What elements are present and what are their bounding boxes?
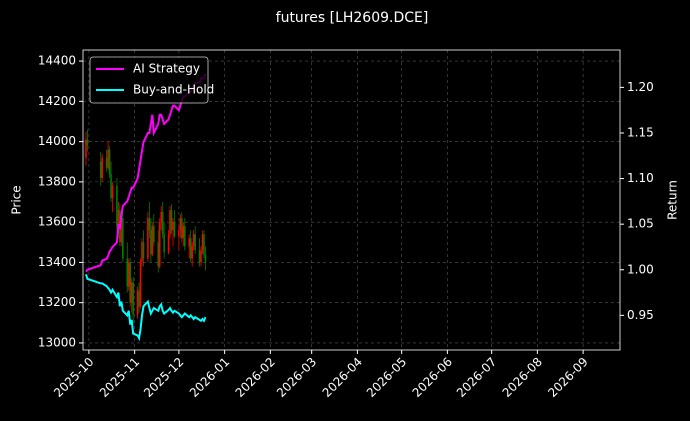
candle-body <box>132 282 134 315</box>
candle-body <box>141 242 143 263</box>
y-tick-label: 14000 <box>38 134 76 148</box>
candle-body <box>173 222 176 237</box>
candle-body <box>108 149 111 174</box>
candle-body <box>138 290 140 307</box>
candle-body <box>191 246 193 259</box>
y2-tick-label: 1.05 <box>627 217 654 231</box>
y2-tick-label: 0.95 <box>627 308 654 322</box>
y2-tick-label: 1.20 <box>627 80 654 94</box>
candle-body <box>203 234 205 255</box>
candle-body <box>105 157 108 168</box>
line-series <box>84 274 207 342</box>
candle-body <box>163 234 165 253</box>
candle-body <box>136 290 139 315</box>
y-tick-label: 14400 <box>38 54 76 68</box>
x-tick-label: 2026-03 <box>274 355 319 400</box>
chart-title: futures [LH2609.DCE] <box>276 10 429 26</box>
x-tick-label: 2025-12 <box>141 355 186 400</box>
candle-body <box>183 226 186 247</box>
candle-body <box>158 222 161 267</box>
y-tick-label: 13600 <box>38 215 76 229</box>
candle-body <box>85 139 87 158</box>
candle-body <box>204 254 207 263</box>
y-axis-label: Price <box>10 185 24 214</box>
x-tick-label: 2026-01 <box>187 355 232 400</box>
candle-body <box>172 222 174 231</box>
candle-body <box>126 258 129 287</box>
x-tick-label: 2026-04 <box>320 355 365 400</box>
x-tick-label: 2026-07 <box>454 355 499 400</box>
y-tick-label: 13200 <box>38 295 76 309</box>
candle-body <box>151 226 154 255</box>
candle-body <box>86 139 89 146</box>
y-tick-label: 13000 <box>38 335 76 349</box>
candle-body <box>150 230 152 255</box>
x-tick-label: 2025-11 <box>97 355 142 400</box>
candle-body <box>127 262 130 287</box>
candle-body <box>110 173 112 198</box>
y-tick-label: 13800 <box>38 174 76 188</box>
x-tick-label: 2026-06 <box>410 355 455 400</box>
x-tick-label: 2026-05 <box>364 355 409 400</box>
candle-body <box>129 262 132 303</box>
candle-body <box>179 218 182 231</box>
y-tick-label: 14200 <box>38 94 76 108</box>
legend-label: Buy-and-Hold <box>133 83 214 97</box>
candle-body <box>198 250 201 263</box>
candle-body <box>167 234 170 253</box>
candle-body <box>120 218 123 243</box>
y-tick-label: 13400 <box>38 255 76 269</box>
candle-body <box>116 185 118 227</box>
candle-body <box>192 234 195 247</box>
candle-body <box>99 161 102 178</box>
candle-body <box>170 210 173 231</box>
candle-body <box>148 218 151 231</box>
candle-body <box>130 282 133 303</box>
candle-body <box>182 226 185 239</box>
y2-tick-label: 1.10 <box>627 171 654 185</box>
y2-tick-label: 1.00 <box>627 262 654 276</box>
candle-body <box>139 262 142 307</box>
candle-body <box>122 218 124 259</box>
x-tick-label: 2026-08 <box>500 355 545 400</box>
candle-body <box>157 242 160 267</box>
y2-tick-label: 1.15 <box>627 125 654 139</box>
x-tick-label: 2026-09 <box>545 355 590 400</box>
candle-body <box>201 234 204 251</box>
x-tick-label: 2026-02 <box>233 355 278 400</box>
candle-body <box>161 212 164 235</box>
candle-body <box>160 212 162 223</box>
x-tick-label: 2025-10 <box>51 355 96 400</box>
candle-body <box>188 238 191 247</box>
candle-body <box>178 230 180 237</box>
candle-body <box>117 210 120 227</box>
candle-body <box>169 210 171 235</box>
y2-axis-label: Return <box>666 180 680 220</box>
candle-body <box>153 226 155 243</box>
candle-body <box>111 185 114 198</box>
candle-body <box>107 149 109 168</box>
legend-label: AI Strategy <box>133 62 200 76</box>
candle-body <box>200 250 202 263</box>
candle-body <box>147 218 149 259</box>
candle-body <box>181 218 183 239</box>
plot-frame <box>82 49 621 351</box>
candle-body <box>142 242 145 259</box>
candle-body <box>101 157 103 178</box>
candle-body <box>189 238 192 259</box>
candle-body <box>194 234 196 251</box>
